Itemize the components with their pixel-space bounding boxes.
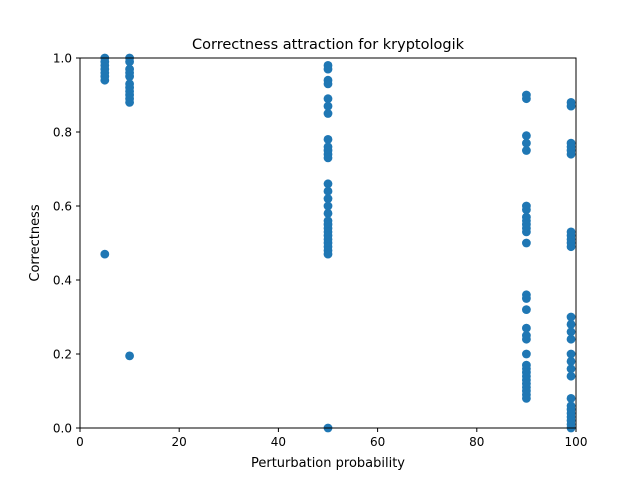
data-point <box>522 138 531 148</box>
data-point <box>323 179 333 189</box>
data-point <box>323 94 333 104</box>
x-tick-label: 40 <box>271 435 286 449</box>
data-point <box>566 242 576 252</box>
data-point <box>125 57 134 67</box>
data-point <box>125 98 134 107</box>
data-point <box>566 334 576 344</box>
x-tick-label: 100 <box>565 435 588 449</box>
data-point <box>566 394 576 403</box>
x-tick-label: 20 <box>172 435 187 449</box>
data-point <box>522 294 531 303</box>
data-point <box>522 238 531 248</box>
data-point <box>522 334 531 344</box>
data-point <box>323 109 333 118</box>
data-point <box>323 201 333 211</box>
x-tick-label: 60 <box>370 435 385 449</box>
data-point <box>566 320 576 329</box>
x-tick-label: 80 <box>469 435 484 449</box>
data-point <box>323 153 333 163</box>
data-point <box>522 94 531 104</box>
data-point <box>566 149 576 159</box>
data-point <box>566 364 576 374</box>
y-axis: 0.0 0.2 0.4 0.6 0.8 1.0 <box>53 52 80 436</box>
data-point <box>323 79 333 89</box>
data-point <box>323 249 333 259</box>
data-point <box>522 394 531 403</box>
data-point <box>323 64 333 74</box>
y-tick-label: 0.0 <box>53 422 72 436</box>
y-tick-label: 0.6 <box>53 200 72 214</box>
data-point <box>522 349 531 359</box>
data-point <box>566 312 576 322</box>
y-tick-label: 0.2 <box>53 348 72 362</box>
data-point <box>100 249 110 259</box>
data-point <box>566 101 576 111</box>
data-point <box>566 371 576 381</box>
data-point <box>522 323 531 333</box>
data-point <box>323 209 333 218</box>
y-tick-label: 1.0 <box>53 52 72 66</box>
y-tick-label: 0.4 <box>53 274 72 288</box>
y-axis-label: Correctness <box>28 204 43 281</box>
data-point <box>522 131 531 141</box>
data-point <box>323 135 333 144</box>
y-tick-label: 0.8 <box>53 126 72 140</box>
data-point <box>323 101 333 111</box>
data-point <box>522 227 531 237</box>
data-point <box>522 146 531 155</box>
x-tick-label: 0 <box>76 435 84 449</box>
data-point <box>522 205 531 215</box>
data-point <box>125 72 134 81</box>
data-point <box>522 305 531 314</box>
data-point <box>323 186 333 196</box>
data-point <box>125 351 134 361</box>
data-point <box>323 194 333 204</box>
x-axis-label: Perturbation probability <box>251 456 405 471</box>
data-point <box>566 327 576 337</box>
data-point <box>566 357 576 366</box>
data-point <box>566 349 576 359</box>
chart-title: Correctness attraction for kryptologik <box>192 37 465 53</box>
x-axis: 0 20 40 60 80 100 <box>76 428 587 449</box>
points-layer <box>100 53 576 433</box>
plot-frame <box>79 57 577 429</box>
